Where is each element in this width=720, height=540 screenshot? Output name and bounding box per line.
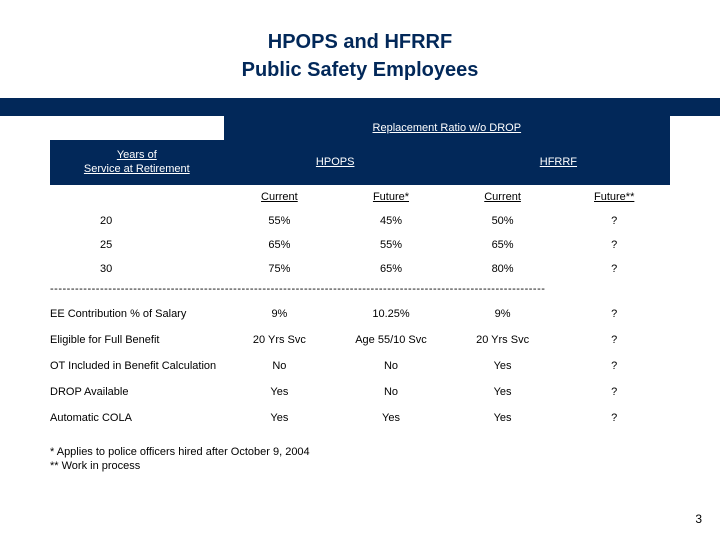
feature-cell: 20 Yrs Svc: [224, 327, 336, 353]
page-number: 3: [695, 512, 702, 526]
feature-cell: ?: [558, 353, 670, 379]
ratio-cell: 55%: [335, 233, 447, 257]
hdr-years-l1: Years of: [117, 149, 157, 161]
divider-row: ----------------------------------------…: [50, 281, 670, 301]
feature-cell: Age 55/10 Svc: [335, 327, 447, 353]
feature-row: EE Contribution % of Salary 9% 10.25% 9%…: [50, 301, 670, 327]
content-area: Replacement Ratio w/o DROP Years of Serv…: [0, 116, 720, 431]
subheader-current-2: Current: [447, 185, 559, 209]
ratio-years: 25: [50, 233, 224, 257]
feature-cell: 10.25%: [335, 301, 447, 327]
ratio-row: 20 55% 45% 50% ?: [50, 209, 670, 233]
feature-cell: 9%: [447, 301, 559, 327]
ratio-cell: 50%: [447, 209, 559, 233]
divider-cell: ----------------------------------------…: [50, 281, 670, 301]
ratio-years: 30: [50, 257, 224, 281]
header-bar: [0, 98, 720, 116]
footnotes: * Applies to police officers hired after…: [0, 431, 720, 475]
ratio-cell: 75%: [224, 257, 336, 281]
feature-label: Automatic COLA: [50, 405, 224, 431]
feature-cell: ?: [558, 379, 670, 405]
pension-table: Replacement Ratio w/o DROP Years of Serv…: [50, 116, 670, 431]
subheader-future-1: Future*: [335, 185, 447, 209]
feature-cell: Yes: [447, 405, 559, 431]
ratio-cell: ?: [558, 257, 670, 281]
feature-cell: ?: [558, 327, 670, 353]
feature-cell: Yes: [447, 353, 559, 379]
banner-cell: Replacement Ratio w/o DROP: [224, 116, 670, 140]
subheader-future-2: Future**: [558, 185, 670, 209]
subheader-blank: [50, 185, 224, 209]
ratio-row: 25 65% 55% 65% ?: [50, 233, 670, 257]
title-line-1: HPOPS and HFRRF: [0, 28, 720, 56]
feature-cell: ?: [558, 301, 670, 327]
banner-blank: [50, 116, 224, 140]
ratio-cell: 65%: [447, 233, 559, 257]
ratio-cell: 45%: [335, 209, 447, 233]
ratio-row: 30 75% 65% 80% ?: [50, 257, 670, 281]
ratio-cell: ?: [558, 209, 670, 233]
feature-row: DROP Available Yes No Yes ?: [50, 379, 670, 405]
hdr-hfrrf: HFRRF: [447, 140, 670, 185]
feature-cell: Yes: [447, 379, 559, 405]
hdr-years-l2: Service at Retirement: [84, 163, 190, 175]
feature-cell: No: [335, 379, 447, 405]
feature-cell: Yes: [224, 379, 336, 405]
ratio-cell: 65%: [335, 257, 447, 281]
feature-cell: No: [224, 353, 336, 379]
feature-label: OT Included in Benefit Calculation: [50, 353, 224, 379]
feature-cell: No: [335, 353, 447, 379]
hdr-hpops: HPOPS: [224, 140, 447, 185]
feature-cell: ?: [558, 405, 670, 431]
feature-label: DROP Available: [50, 379, 224, 405]
ratio-cell: ?: [558, 233, 670, 257]
ratio-cell: 55%: [224, 209, 336, 233]
footnote-2: ** Work in process: [50, 459, 720, 474]
feature-label: Eligible for Full Benefit: [50, 327, 224, 353]
ratio-years: 20: [50, 209, 224, 233]
feature-row: Automatic COLA Yes Yes Yes ?: [50, 405, 670, 431]
feature-cell: 20 Yrs Svc: [447, 327, 559, 353]
ratio-cell: 65%: [224, 233, 336, 257]
hdr-years: Years of Service at Retirement: [50, 140, 224, 185]
feature-row: Eligible for Full Benefit 20 Yrs Svc Age…: [50, 327, 670, 353]
feature-cell: Yes: [224, 405, 336, 431]
subheader-current-1: Current: [224, 185, 336, 209]
title-line-2: Public Safety Employees: [0, 56, 720, 84]
subheader-row: Current Future* Current Future**: [50, 185, 670, 209]
banner-row: Replacement Ratio w/o DROP: [50, 116, 670, 140]
title-block: HPOPS and HFRRF Public Safety Employees: [0, 0, 720, 84]
feature-label: EE Contribution % of Salary: [50, 301, 224, 327]
feature-cell: Yes: [335, 405, 447, 431]
feature-cell: 9%: [224, 301, 336, 327]
ratio-cell: 80%: [447, 257, 559, 281]
header-row: Years of Service at Retirement HPOPS HFR…: [50, 140, 670, 185]
footnote-1: * Applies to police officers hired after…: [50, 445, 720, 460]
feature-row: OT Included in Benefit Calculation No No…: [50, 353, 670, 379]
